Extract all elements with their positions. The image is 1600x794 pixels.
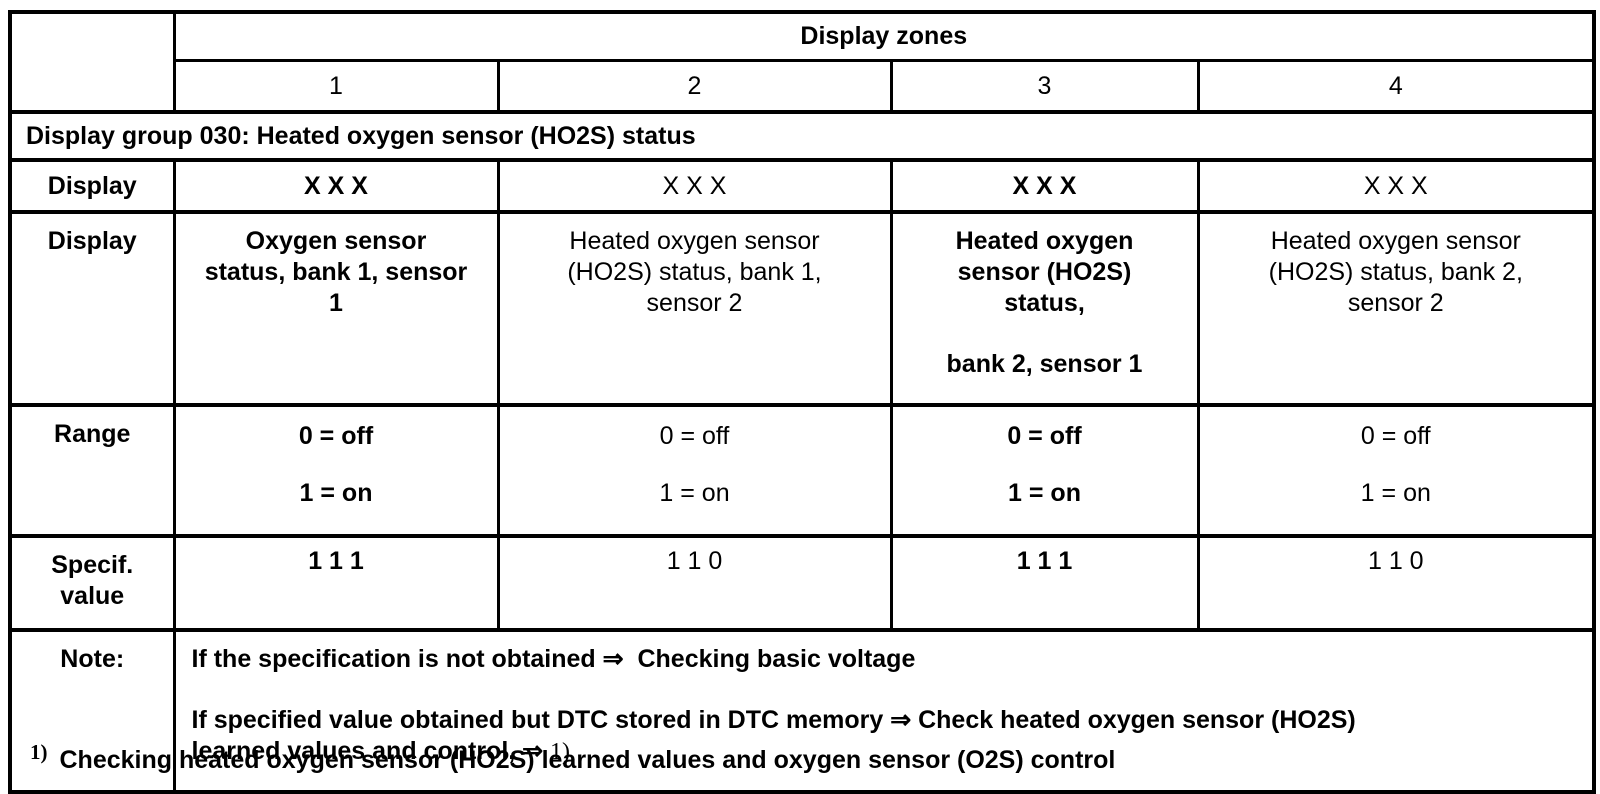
range-on-value: 1 = on bbox=[1008, 479, 1081, 507]
spec-value-zone-1: 1 1 1 bbox=[172, 534, 500, 632]
display-desc-row: Display Oxygen sensor status, bank 1, se… bbox=[8, 210, 1596, 407]
spec-value-zone-2: 1 1 0 bbox=[496, 534, 893, 632]
range-on-value: 1 = on bbox=[1360, 479, 1431, 507]
range-row-label: Range bbox=[8, 403, 176, 538]
display-desc-zone-3-line2: bank 2, sensor 1 bbox=[946, 350, 1143, 378]
zone-number-4: 4 bbox=[1196, 59, 1596, 114]
display-code-zone-1: X X X bbox=[172, 158, 500, 214]
spec-value-row: Specif. value 1 1 1 1 1 0 1 1 1 1 1 0 bbox=[8, 534, 1596, 632]
range-on-value: 1 = on bbox=[299, 479, 373, 507]
note-row-label: Note: bbox=[8, 628, 176, 794]
zone-numbers-row: 1 2 3 4 bbox=[10, 59, 1596, 114]
range-zone-4: 0 = off 1 = on bbox=[1196, 403, 1596, 538]
zone-number-3: 3 bbox=[889, 59, 1200, 114]
display-code-zone-3: X X X bbox=[889, 158, 1200, 214]
spec-value-zone-4: 1 1 0 bbox=[1196, 534, 1596, 632]
zone-number-1: 1 bbox=[172, 59, 500, 114]
zone-number-2: 2 bbox=[496, 59, 893, 114]
note-cell: If the specification is not obtained ⇒ C… bbox=[172, 628, 1596, 794]
zones-header: Display zones bbox=[172, 10, 1596, 62]
range-off-value: 0 = off bbox=[298, 422, 374, 450]
spec-value-zone-3: 1 1 1 bbox=[889, 534, 1200, 632]
display-code-row-label: Display bbox=[8, 158, 176, 214]
note-line-2-text: If specified value obtained but DTC stor… bbox=[191, 706, 1356, 765]
display-group-table: Display zones 1 2 3 4 Display group 030:… bbox=[8, 10, 1597, 794]
corner-empty-cell bbox=[8, 10, 176, 114]
group-title-row: Display group 030: Heated oxygen sensor … bbox=[8, 110, 1596, 162]
footnote-text: Checking heated oxygen sensor (HO2S) lea… bbox=[59, 746, 1116, 774]
note-row: Note: If the specification is not obtain… bbox=[8, 628, 1596, 794]
range-on-value: 1 = on bbox=[659, 479, 730, 507]
note-line-2: If specified value obtained but DTC stor… bbox=[192, 705, 1577, 768]
note-footnote-ref: 1) bbox=[550, 739, 571, 765]
zones-header-row: Display zones bbox=[8, 10, 1596, 114]
display-code-zone-2: X X X bbox=[496, 158, 893, 214]
display-desc-zone-1: Oxygen sensor status, bank 1, sensor 1 bbox=[172, 210, 500, 407]
range-zone-1: 0 = off 1 = on bbox=[172, 403, 500, 538]
range-off-value: 0 = off bbox=[659, 422, 730, 450]
display-desc-zone-3: Heated oxygen sensor (HO2S) status, bank… bbox=[889, 210, 1200, 407]
display-desc-zone-3-line1: Heated oxygen sensor (HO2S) status, bbox=[955, 227, 1134, 317]
display-desc-zone-4: Heated oxygen sensor (HO2S) status, bank… bbox=[1196, 210, 1596, 407]
display-code-zone-4: X X X bbox=[1196, 158, 1596, 214]
footnote-marker: 1) bbox=[30, 740, 48, 764]
range-off-value: 0 = off bbox=[1007, 422, 1082, 450]
group-title: Display group 030: Heated oxygen sensor … bbox=[8, 110, 1596, 162]
display-desc-zone-2: Heated oxygen sensor (HO2S) status, bank… bbox=[496, 210, 893, 407]
range-off-value: 0 = off bbox=[1360, 422, 1431, 450]
display-desc-row-label: Display bbox=[8, 210, 176, 407]
range-zone-2: 0 = off 1 = on bbox=[496, 403, 893, 538]
display-code-row: Display X X X X X X X X X X X X bbox=[8, 158, 1596, 214]
spec-value-row-label: Specif. value bbox=[8, 534, 176, 632]
footnote: 1) Checking heated oxygen sensor (HO2S) l… bbox=[30, 740, 1115, 775]
range-row: Range 0 = off 1 = on 0 = off 1 = on 0 = … bbox=[8, 403, 1596, 538]
range-zone-3: 0 = off 1 = on bbox=[889, 403, 1200, 538]
note-line-1: If the specification is not obtained ⇒ C… bbox=[191, 645, 916, 673]
